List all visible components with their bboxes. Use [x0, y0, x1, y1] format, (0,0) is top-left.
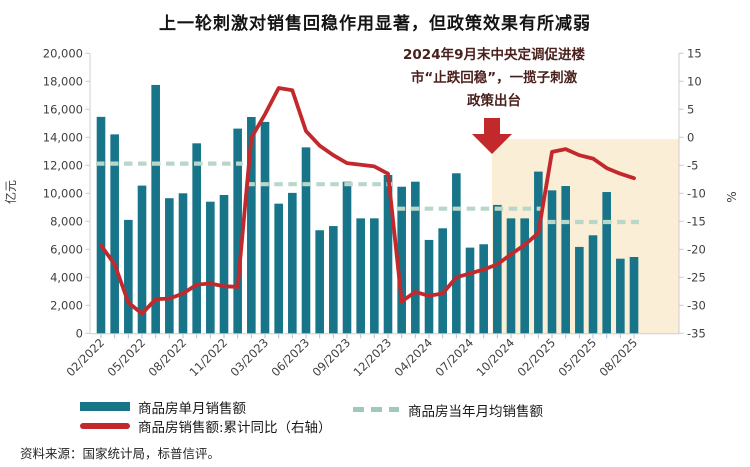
right-axis-tick-label: -10 [687, 186, 706, 200]
bar-04/2022 [124, 219, 133, 334]
bar-05/2022 [137, 185, 147, 334]
x-axis-month-label: 03/2023 [227, 336, 271, 380]
right-axis-tick-label: 5 [687, 102, 694, 116]
source-note: 资料来源：国家统计局，标普信评。 [20, 446, 221, 461]
bar-05/2023 [288, 192, 297, 334]
bar-06/2024 [452, 173, 461, 334]
bar-10/2022 [206, 201, 215, 334]
bar-07/2022 [165, 198, 174, 334]
bar-03/2023 [260, 121, 270, 334]
bar-12/2023 [383, 174, 393, 334]
right-axis-tick-label: -30 [687, 298, 706, 312]
annotation-text-line: 市“止跌回稳”，一揽子刺激 [411, 69, 578, 86]
bar-12/2022 [233, 128, 242, 334]
right-axis-tick-label: 10 [687, 74, 702, 88]
x-axis-month-label: 05/2022 [104, 336, 148, 380]
left-axis-tick-label: 16,000 [43, 102, 83, 116]
left-axis-tick-label: 2,000 [50, 298, 83, 312]
x-axis-month-label: 08/2022 [145, 336, 189, 380]
bar-07/2023 [315, 230, 324, 334]
right-axis-tick-label: -5 [687, 158, 698, 172]
bar-10/2024 [506, 218, 516, 334]
bar-11/2022 [219, 194, 229, 334]
bar-08/2025 [629, 257, 639, 334]
left-axis-tick-label: 14,000 [43, 130, 83, 144]
cumulative-yoy-line [99, 86, 636, 316]
left-axis-unit-label: 亿元 [3, 180, 18, 204]
x-axis-month-label: 09/2023 [309, 336, 353, 380]
bar-10/2023 [356, 218, 365, 334]
bar-04/2023 [274, 203, 283, 334]
x-axis-month-label: 11/2022 [186, 336, 230, 380]
teal-bar-swatch-icon [80, 402, 130, 411]
bar-08/2022 [178, 193, 188, 334]
left-axis-tick-label: 10,000 [43, 186, 83, 200]
chart-title: 上一轮刺激对销售回稳作用显著，但政策效果有所减弱 [159, 14, 591, 34]
bar-09/2024 [493, 204, 502, 334]
annotation-text-line: 2024年9月末中央定调促进楼 [403, 46, 585, 63]
right-axis-tick-label: 15 [687, 46, 702, 60]
bar-03/2024 [411, 181, 420, 334]
legend-left-column: 商品房单月销售额 商品房销售额:累计同比（右轴） [80, 397, 332, 436]
bar-03/2025 [561, 186, 570, 334]
legend-label: 商品房单月销售额 [138, 400, 246, 417]
dashed-line-swatch-icon [353, 407, 399, 412]
left-axis-tick-label: 18,000 [43, 74, 83, 88]
x-axis-month-label: 07/2024 [432, 336, 476, 380]
bar-05/2024 [438, 228, 447, 334]
bar-08/2023 [329, 226, 338, 334]
bar-03/2022 [110, 134, 119, 334]
right-axis-tick-label: -35 [687, 326, 706, 340]
bar-05/2025 [588, 235, 598, 334]
bar-12/2024 [534, 171, 543, 334]
bar-02/2024 [397, 186, 406, 334]
x-axis-month-label: 06/2023 [268, 336, 312, 380]
annotation-text-line: 政策出台 [467, 92, 521, 109]
bar-09/2022 [192, 143, 201, 334]
bar-02/2025 [547, 190, 557, 334]
legend-item-yearly-average: 商品房当年月均销售额 [353, 400, 543, 420]
x-axis-month-label: 04/2024 [391, 336, 435, 380]
bar-04/2025 [575, 246, 584, 334]
left-axis-tick-label: 0 [76, 326, 83, 340]
bar-11/2024 [520, 218, 529, 334]
left-axis-tick-label: 12,000 [43, 158, 83, 172]
x-axis-month-label: 12/2023 [350, 336, 394, 380]
bar-09/2023 [342, 181, 352, 334]
stimulus-highlight-region [491, 139, 679, 334]
x-axis-month-label: 10/2024 [473, 336, 517, 380]
x-axis-month-label: 05/2025 [555, 336, 599, 380]
bar-02/2022 [96, 116, 106, 334]
right-axis-unit-label: % [725, 191, 739, 202]
right-axis-tick-label: -15 [687, 214, 706, 228]
legend-item-cumulative-yoy: 商品房销售额:累计同比（右轴） [80, 416, 332, 436]
right-axis-tick-label: -20 [687, 242, 706, 256]
bar-02/2023 [247, 117, 256, 334]
legend-item-monthly-sales: 商品房单月销售额 [80, 397, 332, 417]
bar-06/2023 [301, 147, 311, 334]
left-axis-tick-label: 20,000 [43, 46, 83, 60]
left-axis-tick-label: 6,000 [50, 242, 83, 256]
bar-07/2025 [616, 258, 625, 334]
legend-label: 商品房销售额:累计同比（右轴） [138, 419, 332, 436]
sales-combo-chart: 0 2,000 4,000 6,000 8,000 10,000 12,000 14,000 1… [3, 46, 739, 380]
bar-04/2024 [424, 239, 434, 334]
x-axis-month-label: 08/2025 [596, 336, 640, 380]
right-axis-tick-label: 0 [687, 130, 694, 144]
right-axis-tick-label: -25 [687, 270, 706, 284]
bar-06/2025 [602, 192, 611, 334]
x-axis-month-label: 02/2022 [63, 336, 107, 380]
legend-right-column: 商品房当年月均销售额 [353, 400, 543, 420]
bar-11/2023 [370, 218, 379, 334]
x-axis-month-label: 02/2025 [514, 336, 558, 380]
legend-label: 商品房当年月均销售额 [408, 403, 543, 420]
bar-07/2024 [465, 247, 475, 334]
down-arrow-icon [472, 118, 512, 154]
left-axis-tick-label: 4,000 [50, 270, 83, 284]
left-axis-tick-label: 8,000 [50, 214, 83, 228]
red-line-swatch-icon [80, 422, 130, 429]
bar-06/2022 [151, 84, 160, 334]
bar-08/2024 [479, 244, 488, 334]
